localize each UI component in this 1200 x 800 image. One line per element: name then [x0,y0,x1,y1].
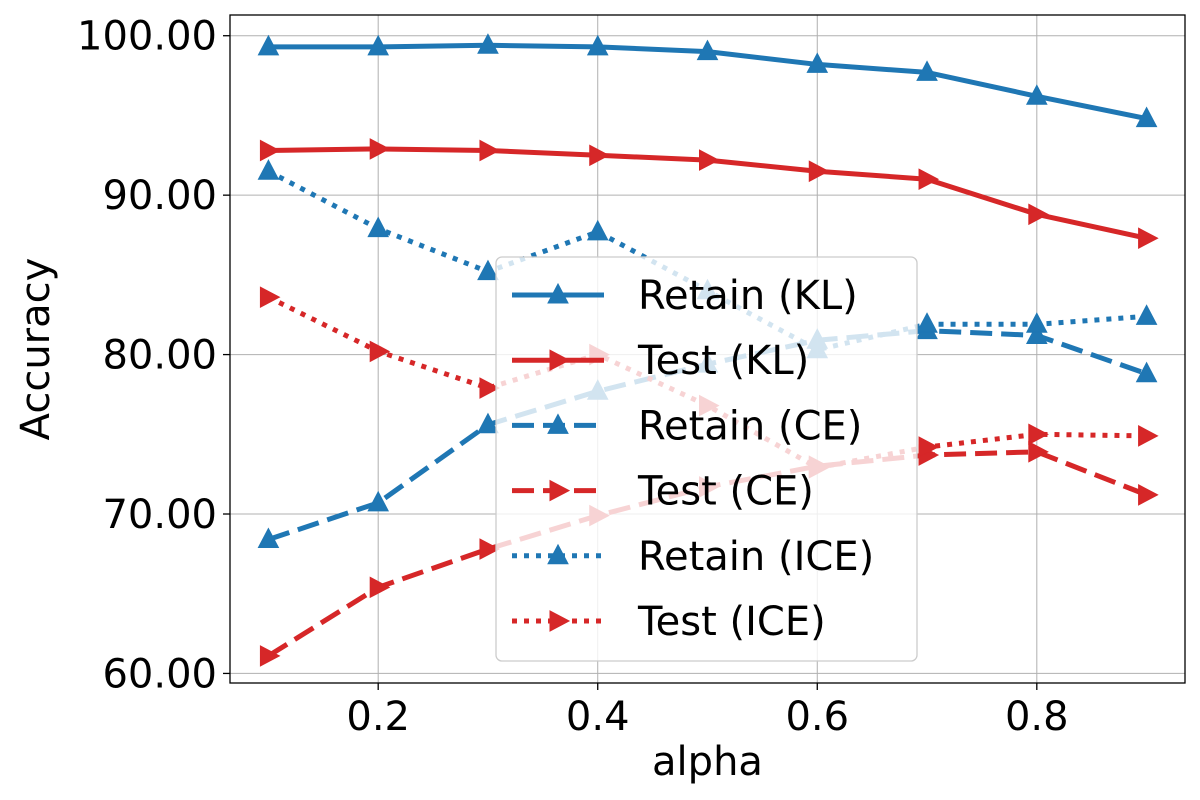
data-point [586,34,609,56]
data-point [477,259,499,281]
data-point [477,412,499,434]
data-point [367,34,390,56]
data-point [918,168,940,191]
data-point [918,436,940,458]
data-point [479,139,501,162]
data-point [1135,304,1158,325]
data-point [257,159,280,180]
y-tick-label: 100.00 [77,14,217,60]
data-point [479,538,501,560]
data-point [1135,361,1158,383]
x-tick-label: 0.6 [785,694,849,740]
x-tick-label: 0.2 [346,694,410,740]
legend-label: Test (CE) [637,469,814,515]
y-axis-ticks: 60.00 70.00 80.00 90.00 100.00 [77,14,230,697]
y-tick-label: 80.00 [102,333,217,379]
legend-marker [549,610,571,632]
data-point [479,377,501,399]
x-axis-label: alpha [652,739,763,785]
legend-label: Test (ICE) [637,599,826,645]
plot-frame [229,14,1186,684]
data-point [916,312,938,333]
data-point [1135,106,1158,128]
data-point [259,286,281,309]
legend-marker [549,349,571,372]
data-point [367,216,390,238]
data-point [367,490,390,512]
y-tick-label: 90.00 [102,173,217,219]
data-point [916,60,938,81]
legend-marker [547,413,569,434]
data-point [1138,227,1159,250]
y-axis-label: Accuracy [13,258,59,441]
data-point [1025,323,1048,344]
x-tick-label: 0.8 [1005,694,1069,740]
data-point [259,645,281,667]
data-point [257,527,280,549]
data-point [696,39,719,61]
legend-label: Retain (ICE) [638,534,874,580]
data-point [1025,84,1048,105]
x-axis-ticks: 0.2 0.4 0.6 0.8 [346,683,1069,740]
legend-label: Test (KL) [637,338,809,384]
data-point [259,139,281,162]
legend-marker [549,479,571,502]
legend-label: Retain (CE) [638,403,862,449]
x-tick-label: 0.4 [566,694,630,740]
data-point [1025,312,1048,333]
y-tick-label: 60.00 [102,651,217,697]
legend-label: Retain (KL) [638,273,858,319]
legend-marker [547,543,569,565]
data-point [369,576,391,599]
data-point [1138,484,1159,506]
data-point [808,160,830,183]
data-point [699,149,720,171]
data-point [369,340,391,363]
data-point [1028,441,1049,463]
data-point [586,219,609,241]
data-point [1028,203,1049,226]
data-point [806,52,829,73]
data-point [257,34,280,56]
data-point [1028,423,1049,446]
data-point [369,138,391,160]
legend-marker [547,282,569,304]
legend: Retain (KL) Test (KL) Retain (CE) Test (CE)… [495,256,918,662]
data-point [1138,425,1159,447]
data-point [477,33,499,54]
data-point [589,144,610,167]
y-tick-label: 70.00 [102,492,217,538]
